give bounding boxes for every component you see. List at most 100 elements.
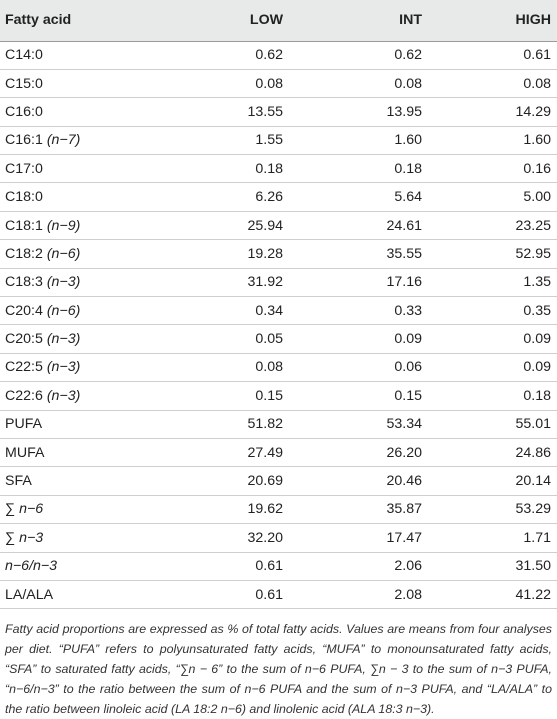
fatty-acid-name: C20:4 (n−6) [0, 296, 150, 326]
value-low: 51.82 [150, 410, 289, 439]
fatty-acid-base: C22:5 [5, 359, 47, 376]
header-low: LOW [150, 0, 289, 42]
value-int: 0.15 [289, 381, 428, 411]
value-int: 0.06 [289, 353, 428, 383]
fatty-acid-name: C14:0 [0, 41, 150, 70]
value-low: 0.34 [150, 296, 289, 326]
fatty-acid-name: C18:3 (n−3) [0, 268, 150, 298]
header-fatty-acid: Fatty acid [0, 0, 150, 42]
value-int: 20.46 [289, 466, 428, 496]
value-int: 0.18 [289, 154, 428, 184]
table-row: C18:1 (n−9) 25.94 24.61 23.25 [0, 211, 557, 241]
table-row: ∑ n−3 32.20 17.47 1.71 [0, 523, 557, 553]
fatty-acid-series: (n−7) [46, 132, 81, 149]
value-low: 0.08 [150, 353, 289, 383]
fatty-acid-base: ∑ [5, 529, 20, 546]
fatty-acid-name: C22:5 (n−3) [0, 353, 150, 383]
fatty-acid-base: C15:0 [5, 75, 43, 92]
fatty-acid-base: C18:1 [5, 217, 47, 234]
value-high: 0.61 [428, 41, 557, 70]
table-header: Fatty acid LOW INT HIGH [0, 0, 557, 42]
value-high: 31.50 [428, 552, 557, 581]
table-body: C14:0 0.62 0.62 0.61 C15:0 0.08 0.08 0.08 C16:0 1… [0, 41, 557, 610]
fatty-acid-name: C18:2 (n−6) [0, 239, 150, 269]
fatty-acid-name: PUFA [0, 410, 150, 439]
value-int: 13.95 [289, 97, 428, 127]
value-low: 0.08 [150, 69, 289, 99]
value-low: 0.61 [150, 552, 289, 581]
fatty-acid-base: C20:4 [5, 302, 47, 319]
fatty-acid-series: (n−3) [46, 274, 81, 291]
fatty-acid-name: LA/ALA [0, 580, 150, 610]
value-int: 24.61 [289, 211, 428, 241]
table-row: C18:3 (n−3) 31.92 17.16 1.35 [0, 268, 557, 298]
value-int: 5.64 [289, 182, 428, 212]
fatty-acid-series: n−3 [19, 529, 44, 546]
fatty-acid-name: SFA [0, 466, 150, 496]
value-int: 0.33 [289, 296, 428, 326]
value-high: 20.14 [428, 466, 557, 496]
fatty-acid-name: MUFA [0, 438, 150, 468]
value-high: 14.29 [428, 97, 557, 127]
value-high: 23.25 [428, 211, 557, 241]
value-high: 41.22 [428, 580, 557, 610]
fatty-acid-name: C16:0 [0, 97, 150, 127]
value-low: 32.20 [150, 523, 289, 553]
value-high: 0.18 [428, 381, 557, 411]
value-high: 0.16 [428, 154, 557, 184]
fatty-acid-name: C18:0 [0, 182, 150, 212]
value-int: 17.47 [289, 523, 428, 553]
fatty-acid-base: C16:0 [5, 103, 43, 120]
fatty-acid-base: MUFA [5, 444, 45, 461]
value-int: 2.08 [289, 580, 428, 610]
value-low: 25.94 [150, 211, 289, 241]
fatty-acid-name: C17:0 [0, 154, 150, 184]
fatty-acid-series: n−6/n−3 [5, 558, 58, 575]
fatty-acid-base: C14:0 [5, 47, 43, 64]
table-row: C16:1 (n−7) 1.55 1.60 1.60 [0, 126, 557, 156]
value-int: 0.62 [289, 41, 428, 70]
value-high: 0.08 [428, 69, 557, 99]
fatty-acid-base: C22:6 [5, 387, 47, 404]
table-row: n−6/n−3 0.61 2.06 31.50 [0, 552, 557, 581]
value-int: 2.06 [289, 552, 428, 581]
value-high: 1.35 [428, 268, 557, 298]
fatty-acid-name: n−6/n−3 [0, 552, 150, 581]
header-high: HIGH [428, 0, 557, 42]
header-row: Fatty acid LOW INT HIGH [0, 0, 557, 42]
value-high: 24.86 [428, 438, 557, 468]
value-low: 0.18 [150, 154, 289, 184]
value-int: 0.09 [289, 324, 428, 354]
table-row: C22:5 (n−3) 0.08 0.06 0.09 [0, 353, 557, 383]
table-row: SFA 20.69 20.46 20.14 [0, 466, 557, 496]
value-int: 35.55 [289, 239, 428, 269]
fatty-acid-name: C22:6 (n−3) [0, 381, 150, 411]
value-high: 5.00 [428, 182, 557, 212]
value-high: 52.95 [428, 239, 557, 269]
fatty-acid-base: C16:1 [5, 132, 47, 149]
fatty-acid-name: ∑ n−6 [0, 495, 150, 525]
fatty-acid-base: C18:3 [5, 274, 47, 291]
table-row: C17:0 0.18 0.18 0.16 [0, 154, 557, 184]
value-high: 0.09 [428, 324, 557, 354]
value-low: 13.55 [150, 97, 289, 127]
header-int: INT [289, 0, 428, 42]
value-int: 1.60 [289, 126, 428, 156]
value-high: 53.29 [428, 495, 557, 525]
table-row: C18:0 6.26 5.64 5.00 [0, 182, 557, 212]
value-low: 0.62 [150, 41, 289, 70]
fatty-acid-table: Fatty acid LOW INT HIGH C14:0 0.62 0.62 0.6… [0, 0, 557, 610]
value-low: 0.05 [150, 324, 289, 354]
fatty-acid-name: C16:1 (n−7) [0, 126, 150, 156]
fatty-acid-name: C15:0 [0, 69, 150, 99]
fatty-acid-base: C18:2 [5, 245, 47, 262]
value-high: 1.71 [428, 523, 557, 553]
fatty-acid-name: C20:5 (n−3) [0, 324, 150, 354]
value-int: 35.87 [289, 495, 428, 525]
value-low: 19.62 [150, 495, 289, 525]
fatty-acid-series: (n−6) [46, 245, 81, 262]
value-low: 6.26 [150, 182, 289, 212]
value-low: 1.55 [150, 126, 289, 156]
fatty-acid-base: LA/ALA [5, 586, 54, 603]
